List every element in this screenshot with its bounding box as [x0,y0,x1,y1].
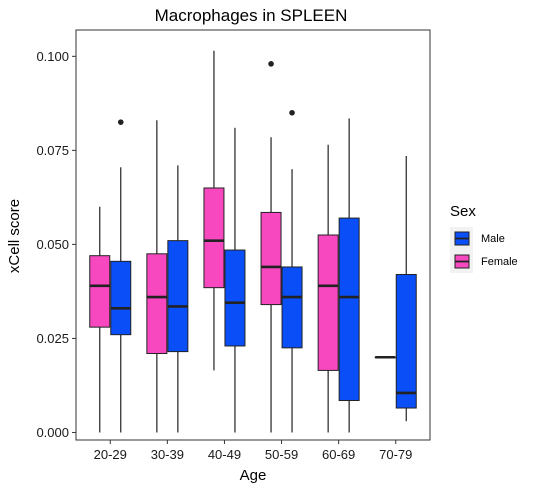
x-tick-label: 30-39 [151,447,184,462]
box-male-20-29 [110,119,132,433]
plot-panel [75,29,431,441]
x-axis: 20-29 30-39 40-49 50-59 60-69 70-79 [94,440,412,462]
box-male-40-49 [224,127,246,433]
box-male-30-39 [167,165,189,433]
box-layer [89,50,417,433]
chart-title: Macrophages in SPLEEN [155,6,348,25]
y-axis: 0.000 0.025 0.050 0.075 0.100 [36,49,76,440]
box-female-70-79 [374,355,396,359]
box-female-60-69 [317,144,339,433]
x-tick-label: 20-29 [94,447,127,462]
x-tick-label: 70-79 [379,447,412,462]
outlier-point [268,61,274,67]
box-body [338,217,360,402]
legend-label: Male [481,233,505,245]
box-body [110,260,132,336]
box-female-40-49 [203,50,225,371]
y-tick-label: 0.025 [36,331,69,346]
box-body [260,211,282,306]
y-axis-label: xCell score [6,199,23,273]
box-body [317,234,339,371]
box-male-60-69 [338,118,360,433]
y-tick-label: 0.050 [36,237,69,252]
box-body [281,266,303,349]
box-male-70-79 [395,156,417,422]
box-female-50-59 [260,61,282,433]
box-body [395,273,417,409]
y-tick-label: 0.000 [36,425,69,440]
y-tick-label: 0.075 [36,143,69,158]
box-female-20-29 [89,206,111,433]
x-tick-label: 50-59 [265,447,298,462]
y-tick-label: 0.100 [36,49,69,64]
x-tick-label: 40-49 [208,447,241,462]
box-male-50-59 [281,109,303,433]
box-female-30-39 [146,120,168,433]
legend: Sex Male Female [450,203,518,273]
x-tick-label: 60-69 [322,447,355,462]
box-body [203,187,225,289]
box-body [167,240,189,353]
box-body [146,253,168,354]
box-body [89,255,111,328]
box-body [224,249,246,347]
x-axis-label: Age [240,467,267,484]
outlier-point [289,109,295,116]
outlier-point [117,119,124,125]
legend-label: Female [481,256,518,268]
legend-title: Sex [450,203,476,220]
